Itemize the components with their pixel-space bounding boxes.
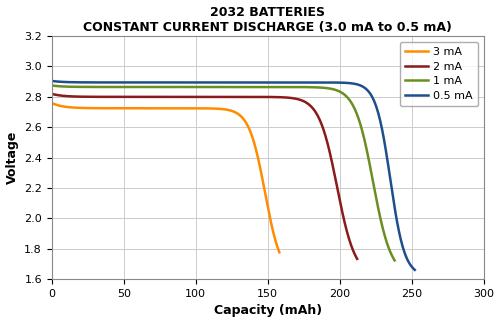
Y-axis label: Voltage: Voltage	[6, 131, 18, 184]
Line: 3 mA: 3 mA	[52, 103, 280, 252]
2 mA	[228, 95, 234, 99]
2 mA	[48, 92, 54, 96]
X-axis label: Capacity (mAh): Capacity (mAh)	[214, 305, 322, 318]
0.5 mA	[322, 80, 328, 84]
3 mA	[107, 106, 113, 110]
2 mA	[187, 95, 193, 99]
3 mA	[48, 101, 54, 105]
2 mA	[354, 257, 360, 261]
1 mA	[110, 85, 116, 89]
3 mA	[183, 106, 189, 110]
2 mA	[252, 95, 258, 99]
0.5 mA	[412, 268, 418, 272]
0.5 mA	[291, 80, 297, 84]
0.5 mA	[142, 80, 148, 84]
0.5 mA	[48, 79, 54, 83]
2 mA	[278, 95, 284, 99]
0.5 mA	[262, 80, 268, 84]
1 mA	[392, 258, 398, 262]
3 mA	[220, 107, 226, 111]
Line: 0.5 mA: 0.5 mA	[52, 81, 415, 270]
1 mA	[307, 85, 313, 89]
3 mA	[152, 106, 158, 110]
Line: 2 mA: 2 mA	[52, 94, 357, 259]
0.5 mA	[213, 80, 219, 84]
3 mA	[89, 106, 95, 110]
1 mA	[48, 84, 54, 88]
1 mA	[204, 85, 210, 89]
1 mA	[251, 85, 257, 89]
Legend: 3 mA, 2 mA, 1 mA, 0.5 mA: 3 mA, 2 mA, 1 mA, 0.5 mA	[400, 42, 478, 106]
1 mA	[137, 85, 143, 89]
0.5 mA	[113, 80, 119, 84]
1 mA	[278, 85, 283, 89]
2 mA	[103, 95, 109, 99]
2 mA	[127, 95, 133, 99]
3 mA	[200, 106, 206, 110]
3 mA	[276, 250, 282, 254]
Title: 2032 BATTERIES
CONSTANT CURRENT DISCHARGE (3.0 mA to 0.5 mA): 2032 BATTERIES CONSTANT CURRENT DISCHARG…	[84, 5, 452, 34]
Line: 1 mA: 1 mA	[52, 86, 394, 260]
